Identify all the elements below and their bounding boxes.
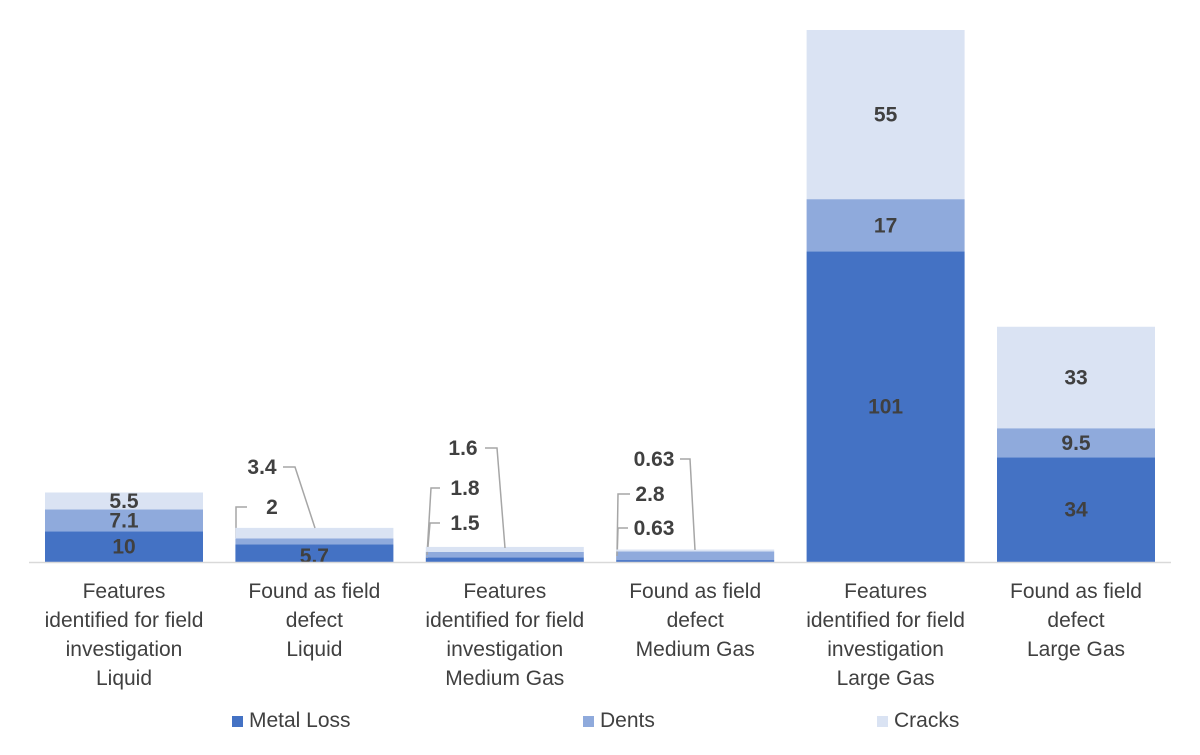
bar-cracks [616, 549, 775, 552]
legend-label: Dents [600, 709, 655, 732]
data-label: 2.8 [635, 483, 665, 506]
data-label: 2 [266, 496, 278, 519]
bar-metal-loss [425, 557, 584, 562]
data-label: 0.63 [634, 517, 675, 540]
legend-swatch [877, 715, 888, 727]
x-tick-label: Found as field defect Large Gas [1010, 580, 1142, 661]
bar-cracks [425, 546, 584, 552]
legend-item-cracks: Cracks [877, 709, 959, 733]
legend-label: Metal Loss [249, 709, 351, 732]
legend-label: Cracks [894, 709, 960, 732]
leader-line [426, 487, 440, 556]
bar-dents [425, 551, 584, 558]
leader-line [616, 493, 630, 557]
bar-cracks [997, 326, 1155, 429]
bar-metal-loss [616, 560, 775, 562]
data-label: 1.6 [448, 437, 477, 460]
data-label: 10 [112, 536, 135, 559]
data-label: 55 [874, 104, 898, 127]
x-tick-label: Found as field defect Medium Gas [629, 580, 762, 661]
bar-metal-loss [806, 251, 965, 562]
data-label: 5.7 [300, 545, 329, 568]
bar-metal-loss [235, 544, 394, 562]
x-tick-label: Found as field defect Liquid [248, 580, 381, 661]
bar-metal-loss [997, 457, 1155, 562]
data-label: 5.5 [109, 490, 139, 513]
legend-swatch [232, 715, 243, 727]
data-label: 1.5 [450, 512, 480, 535]
leader-line [235, 506, 247, 538]
bar-dents [45, 509, 203, 532]
bar-cracks [45, 492, 203, 510]
legend-swatch [583, 715, 594, 727]
bar-dents [616, 551, 775, 561]
bar-cracks [806, 30, 965, 200]
data-label: 34 [1064, 499, 1088, 522]
data-label: 3.4 [247, 456, 277, 479]
x-tick-label: Features identified for field investigat… [806, 580, 965, 690]
bar-dents [806, 199, 965, 252]
legend-item-metal-loss: Metal Loss [232, 709, 351, 733]
data-label: 0.63 [634, 448, 675, 471]
data-label: 7.1 [109, 509, 139, 532]
data-label: 9.5 [1061, 432, 1091, 455]
data-label: 1.8 [450, 477, 480, 500]
leader-line [680, 458, 696, 551]
data-label: 17 [874, 214, 897, 237]
data-label: 101 [868, 396, 903, 419]
x-tick-label: Features identified for field investigat… [44, 580, 204, 690]
data-label: 33 [1064, 366, 1087, 389]
bar-dents [235, 538, 394, 545]
bar-cracks [235, 527, 394, 539]
legend-item-dents: Dents [583, 709, 655, 733]
bar-dents [997, 428, 1155, 458]
leader-line [485, 447, 506, 549]
bar-metal-loss [45, 531, 203, 562]
x-tick-label: Features identified for field investigat… [425, 580, 585, 690]
leader-line [283, 466, 316, 529]
